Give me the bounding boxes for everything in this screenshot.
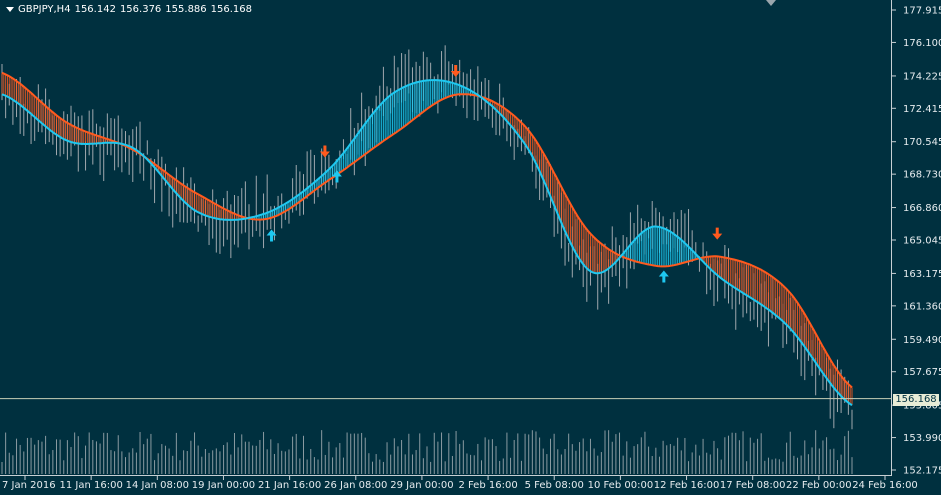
y-tick-label: 174.225	[903, 71, 941, 82]
y-tick-label: 176.100	[903, 38, 941, 49]
x-tick-label: 5 Feb 08:00	[525, 480, 584, 491]
slow-ma-line	[1, 71, 853, 389]
chart-shift-marker-icon[interactable]	[766, 0, 776, 6]
y-tick-label: 155.805	[903, 401, 941, 412]
x-tick-label: 12 Feb 16:00	[654, 480, 720, 491]
x-tick-label: 14 Jan 08:00	[126, 480, 189, 491]
ohlc-close: 156.168	[210, 4, 253, 15]
y-tick-label: 161.360	[903, 301, 941, 312]
sell-arrow-icon	[319, 145, 330, 158]
buy-arrow-icon	[658, 270, 669, 283]
x-tick-label: 26 Jan 08:00	[324, 480, 387, 491]
x-tick-label: 22 Feb 00:00	[786, 480, 852, 491]
y-tick-label: 166.860	[903, 203, 941, 214]
x-tick-label: 7 Jan 2016	[2, 480, 56, 491]
x-tick-label: 2 Feb 16:00	[458, 480, 517, 491]
x-tick-label: 11 Jan 16:00	[59, 480, 122, 491]
buy-arrow-icon	[266, 229, 277, 242]
buy-arrow-icon	[331, 170, 342, 183]
fast-ma-line	[1, 79, 853, 407]
x-tick-label: 29 Jan 00:00	[390, 480, 453, 491]
x-tick-label: 10 Feb 00:00	[588, 480, 654, 491]
x-tick-label: 24 Feb 16:00	[852, 480, 918, 491]
y-tick-label: 157.675	[903, 367, 941, 378]
symbol-header: GBPJPY,H4 156.142 156.376 155.886 156.168	[6, 4, 256, 15]
x-tick-label: 21 Jan 16:00	[258, 480, 321, 491]
sell-arrow-icon	[450, 65, 461, 78]
current-price-tag: 156.168	[893, 394, 939, 406]
sell-arrow-icon	[712, 227, 723, 240]
ohlc-open: 156.142	[74, 4, 116, 15]
y-tick-label: 159.490	[903, 335, 941, 346]
y-tick-label: 153.990	[903, 433, 941, 444]
x-tick-label: 17 Feb 08:00	[720, 480, 786, 491]
ohlc-high: 156.376	[119, 4, 162, 15]
x-tick-label: 19 Jan 00:00	[192, 480, 255, 491]
y-tick-label: 177.915	[903, 6, 941, 17]
ohlc-low: 155.886	[165, 4, 207, 15]
y-tick-label: 172.415	[903, 104, 941, 115]
symbol-timeframe: GBPJPY,H4	[18, 4, 71, 15]
y-tick-label: 168.730	[903, 170, 941, 181]
y-tick-label: 165.045	[903, 236, 941, 247]
y-tick-label: 163.175	[903, 269, 941, 280]
y-tick-label: 152.175	[903, 466, 941, 477]
plot-area[interactable]	[0, 0, 892, 476]
y-tick-label: 170.545	[903, 137, 941, 148]
dropdown-triangle-icon[interactable]	[6, 6, 14, 12]
